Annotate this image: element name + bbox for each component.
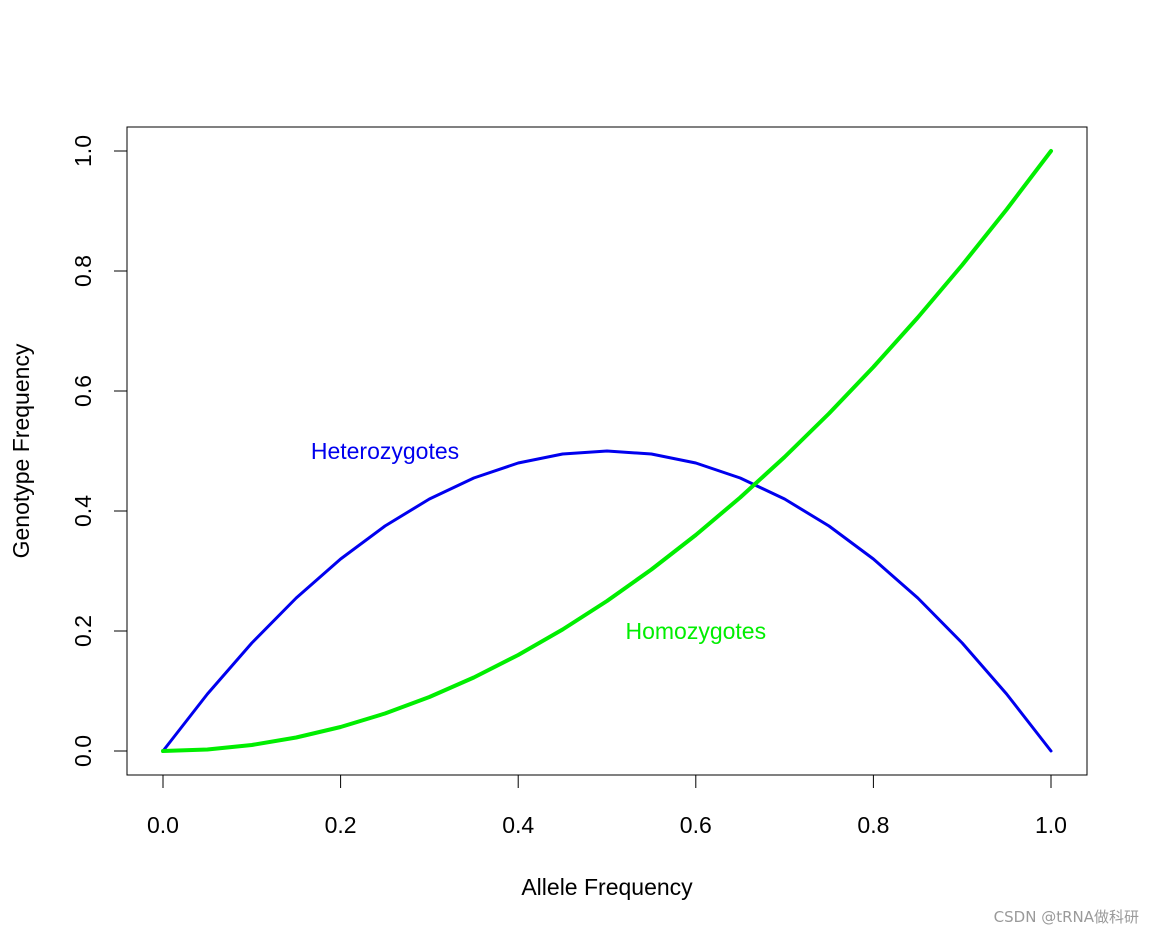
series-label-homozygotes: Homozygotes [625,618,766,644]
y-axis-title: Genotype Frequency [8,343,34,558]
y-tick-label-1: 0.2 [70,615,96,647]
series-line-heterozygotes [161,449,1053,753]
x-axis-title: Allele Frequency [521,874,693,900]
y-tick-label-3: 0.6 [70,375,96,407]
x-tick-label-0: 0.0 [147,812,179,838]
x-tick-label-1: 0.2 [325,812,357,838]
x-axis: 0.0 0.2 0.4 0.6 0.8 1.0 [147,774,1067,838]
y-tick-label-5: 1.0 [70,135,96,167]
y-axis-ticks: 0.0 0.2 0.4 0.6 0.8 1.0 [70,135,127,767]
y-tick-label-4: 0.8 [70,255,96,287]
y-axis: 0.0 0.2 0.4 0.6 0.8 1.0 [70,135,128,767]
x-tick-label-5: 1.0 [1035,812,1067,838]
series-layer: Heterozygotes Homozygotes [161,149,1053,753]
series-line-homozygotes [161,149,1053,753]
y-tick-label-0: 0.0 [70,735,96,767]
y-tick-label-2: 0.4 [70,495,96,527]
x-tick-label-4: 0.8 [857,812,889,838]
x-tick-label-3: 0.6 [680,812,712,838]
watermark-text: CSDN @tRNA做科研 [993,908,1139,926]
x-axis-ticks: 0.0 0.2 0.4 0.6 0.8 1.0 [147,775,1067,838]
series-label-heterozygotes: Heterozygotes [311,438,459,464]
x-tick-label-2: 0.4 [502,812,534,838]
